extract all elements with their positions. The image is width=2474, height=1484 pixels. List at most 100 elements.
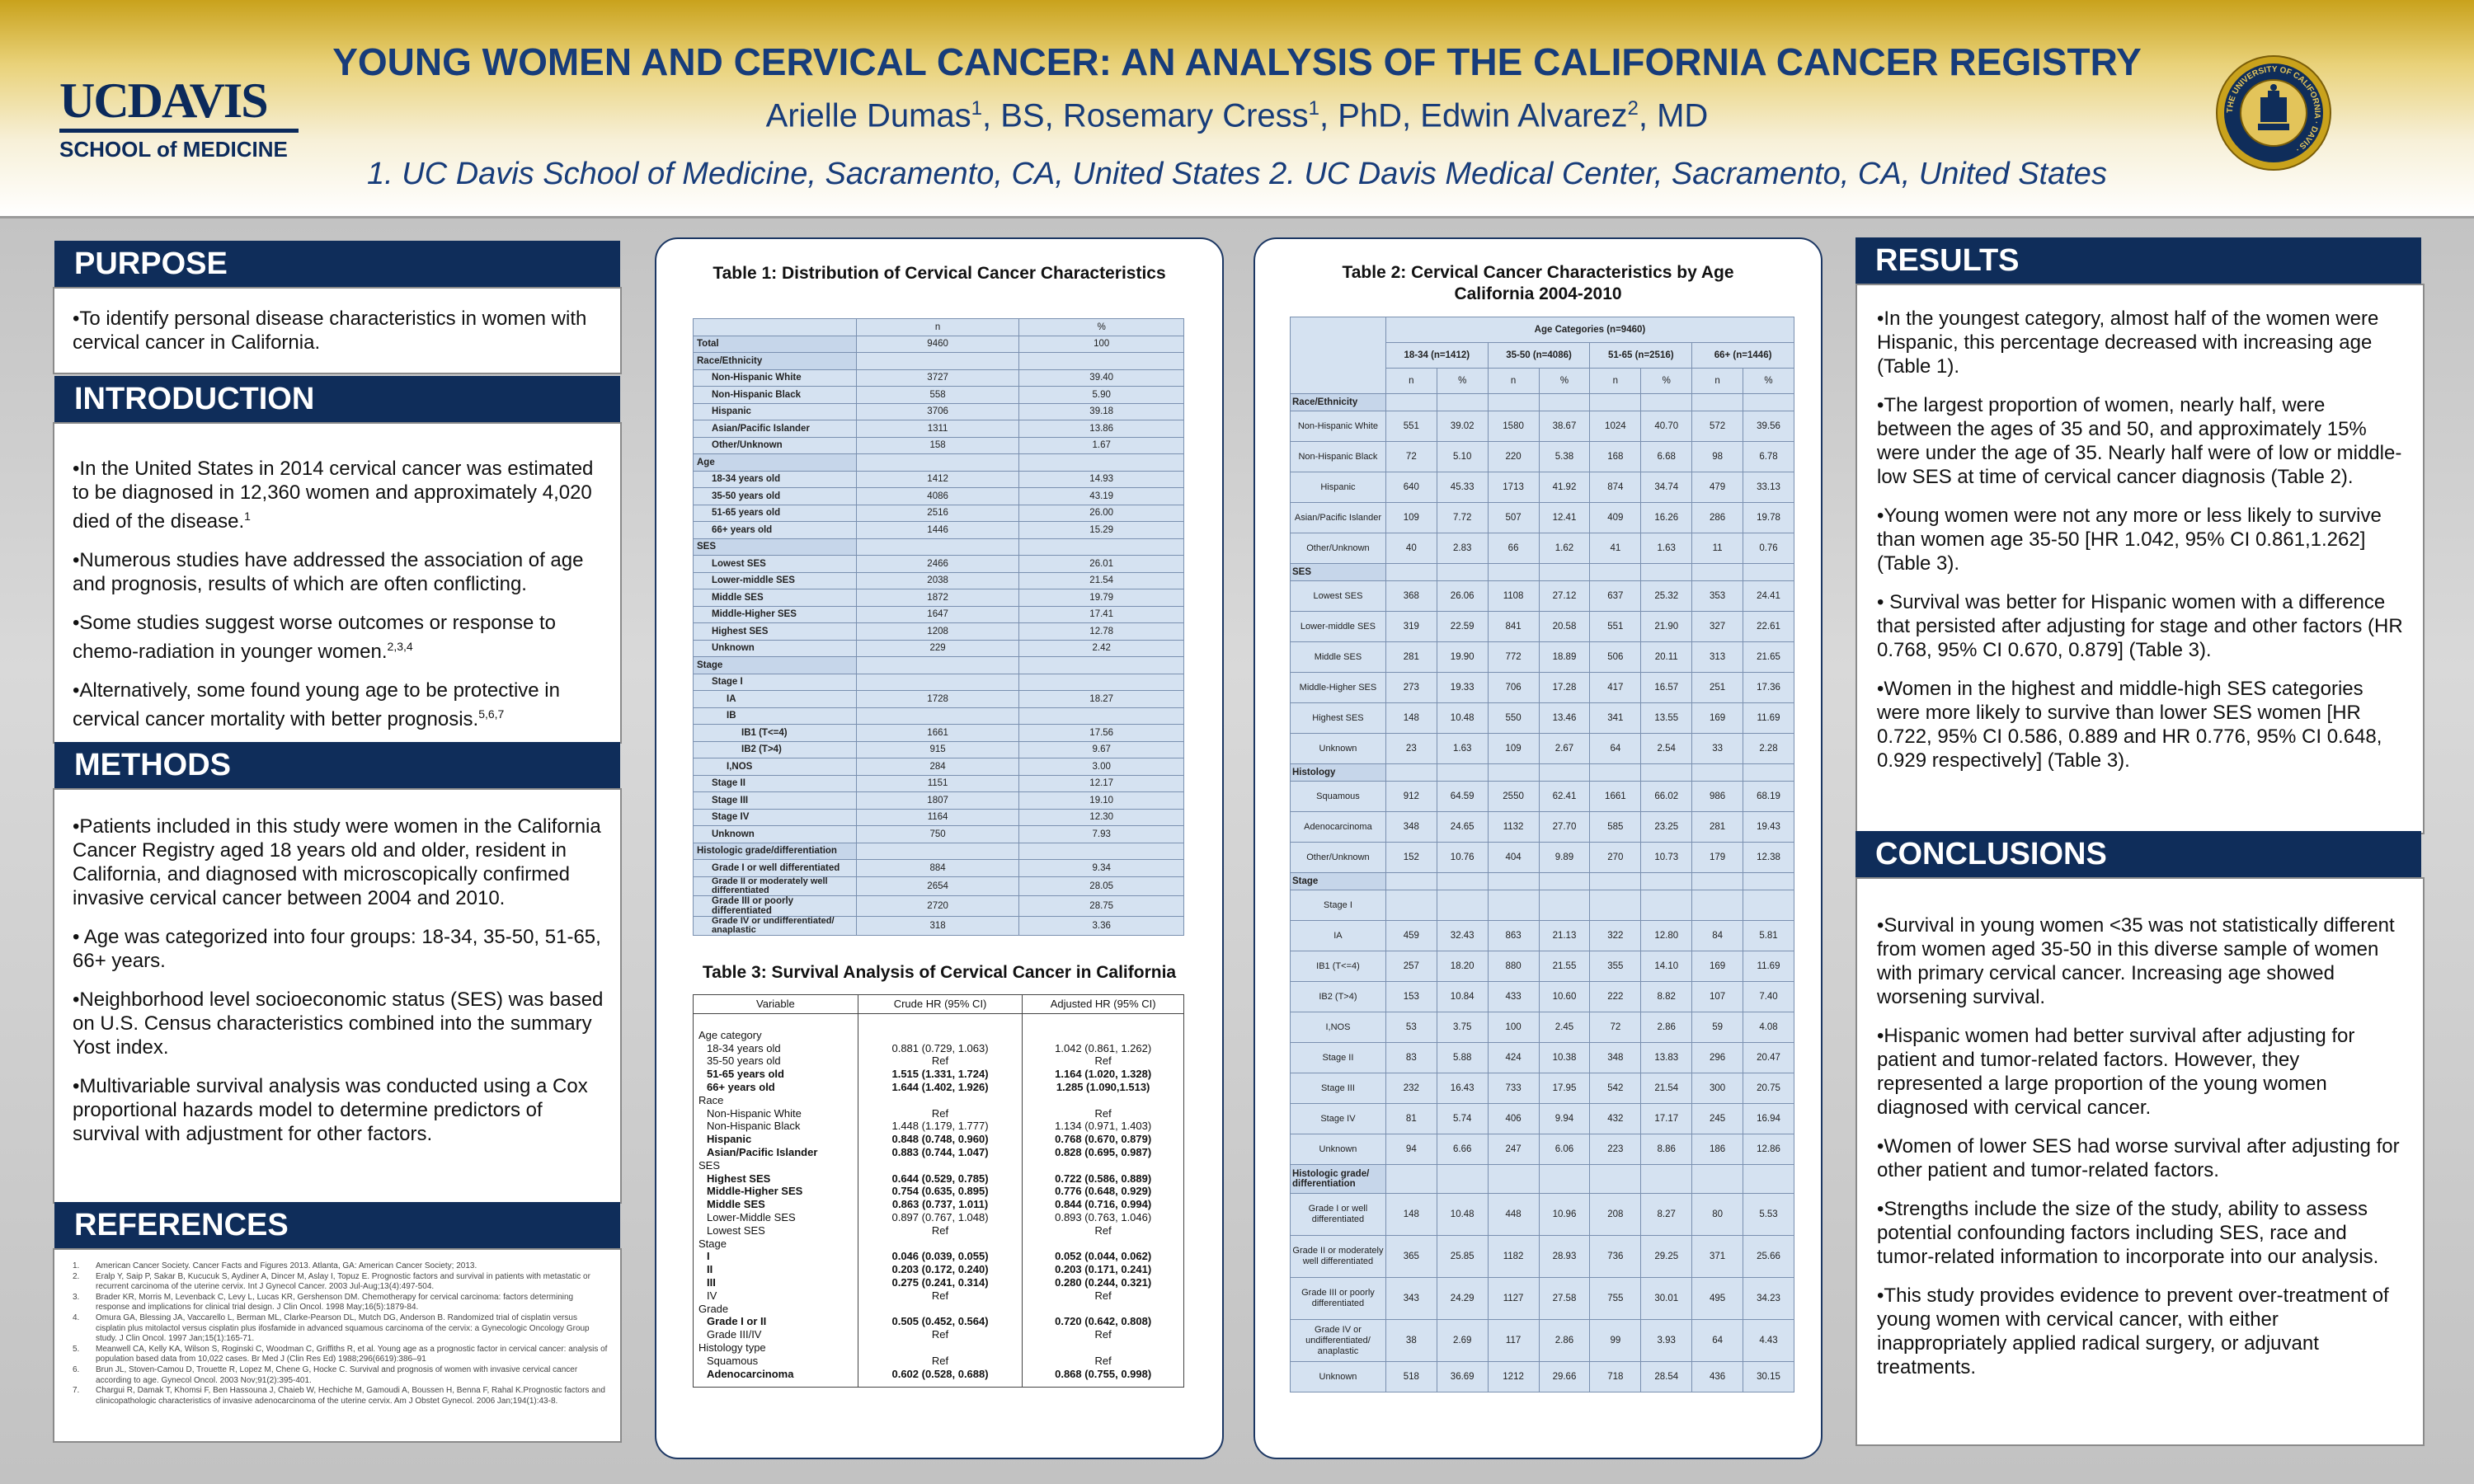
table1-row-label: Hispanic — [693, 402, 857, 420]
table2-cell: 13.55 — [1640, 702, 1693, 734]
table3-adjusted-hr: 0.720 (0.642, 0.808) — [1055, 1315, 1152, 1328]
table3-variable: Histology type — [698, 1341, 766, 1354]
table2-title-line2: California 2004-2010 — [1454, 284, 1622, 303]
table3-adjusted-hr: Ref — [1094, 1106, 1112, 1120]
table1-cell-pct: 26.00 — [1018, 504, 1184, 522]
table2-cell: 3.75 — [1436, 1012, 1489, 1043]
table2-cell: 6.78 — [1743, 441, 1794, 472]
table3-adjusted-hr: 0.868 (0.755, 0.998) — [1055, 1367, 1152, 1380]
table2-empty-cell — [1385, 872, 1437, 890]
table2-age-group-header: 51-65 (n=2516) — [1589, 342, 1693, 369]
table1-cell-pct: 12.17 — [1018, 774, 1184, 792]
conclusions-heading: CONCLUSIONS — [1856, 831, 2421, 877]
table1-row: IB — [693, 707, 1184, 725]
table2-empty-cell — [1538, 1164, 1591, 1194]
table2-cell: 107 — [1691, 981, 1744, 1012]
table3-adjusted-hr: 0.768 (0.670, 0.879) — [1055, 1133, 1152, 1146]
table2-cell: 22.61 — [1743, 611, 1794, 642]
table1-cell-n: 1728 — [855, 690, 1020, 708]
table3-variable: 51-65 years old — [707, 1068, 784, 1081]
table2-cell: 880 — [1487, 951, 1540, 982]
author-name: Rosemary Cress — [1062, 97, 1309, 134]
table2-cell: 433 — [1487, 981, 1540, 1012]
table3-variable: Grade I or II — [707, 1315, 767, 1328]
table2-cell: 1212 — [1487, 1361, 1540, 1392]
table2-cell: 9.94 — [1538, 1103, 1591, 1134]
table2-cell: 12.38 — [1743, 842, 1794, 873]
table2-cell: 1024 — [1589, 411, 1642, 442]
table1-row: Stage II 1151 12.17 — [693, 774, 1184, 792]
table1-row: Age — [693, 453, 1184, 472]
table2-cell: 640 — [1385, 472, 1437, 503]
table2-cell: 257 — [1385, 951, 1437, 982]
table1-cell-n — [855, 707, 1020, 725]
table1-row-label: Asian/Pacific Islander — [693, 420, 857, 438]
table3-adjusted-hr: 0.828 (0.695, 0.987) — [1055, 1145, 1152, 1158]
table2-cell: 72 — [1385, 441, 1437, 472]
table2-cell: 863 — [1487, 920, 1540, 951]
table2-empty-cell — [1589, 563, 1642, 581]
table2-row-label: Asian/Pacific Islander — [1290, 502, 1386, 533]
table1-row: Middle-Higher SES 1647 17.41 — [693, 605, 1184, 623]
logo-rule — [59, 129, 299, 133]
table2-cell: 270 — [1589, 842, 1642, 873]
table3-adjusted-column: 1.042 (0.861, 1.262) Ref 1.164 (1.020, 1.3… — [1022, 1012, 1184, 1388]
table3-adjusted-hr: 0.776 (0.648, 0.929) — [1055, 1185, 1152, 1198]
table2-cell: 27.58 — [1538, 1277, 1591, 1320]
table3-adjusted-hr: Ref — [1094, 1354, 1112, 1367]
table2-cell: 706 — [1487, 672, 1540, 703]
table3-adjusted-hr: 0.722 (0.586, 0.889) — [1055, 1172, 1152, 1185]
table1-cell-pct — [1018, 656, 1184, 674]
table2-empty-cell — [1436, 1164, 1489, 1194]
table2-cell: 353 — [1691, 580, 1744, 612]
table2-cell: 21.65 — [1743, 641, 1794, 673]
table2-cell: 912 — [1385, 781, 1437, 812]
table2-cell: 72 — [1589, 1012, 1642, 1043]
table2: Age Categories (n=9460) 18-34 (n=1412) 35-… — [1290, 317, 1795, 1392]
table3: Variable Crude HR (95% CI) Adjusted HR (… — [693, 994, 1184, 1388]
table2-row-label: Unknown — [1290, 733, 1386, 764]
table1-cell-n: 158 — [855, 436, 1020, 454]
intro-paragraph: •Alternatively, some found young age to … — [73, 679, 609, 731]
reference-item: 2. Eralp Y, Saip P, Sakar B, Kucucuk S, A… — [73, 1272, 609, 1293]
table1-cell-n: 1647 — [855, 605, 1020, 623]
table1-cell-pct — [1018, 453, 1184, 472]
table2-cell: 13.46 — [1538, 702, 1591, 734]
table1-row: Lower-middle SES 2038 21.54 — [693, 571, 1184, 589]
table1-cell-pct: 28.05 — [1018, 876, 1184, 896]
table1-row-label: Middle-Higher SES — [693, 605, 857, 623]
table1-row: 51-65 years old 2516 26.00 — [693, 504, 1184, 522]
table2-cell — [1743, 890, 1794, 921]
tables-1-3-panel: Table 1: Distribution of Cervical Cancer… — [655, 237, 1224, 1459]
table2-cell: 10.96 — [1538, 1193, 1591, 1236]
table2-cell: 841 — [1487, 611, 1540, 642]
table3-header-variable: Variable — [693, 994, 858, 1014]
table2-empty-cell — [1538, 872, 1591, 890]
references-heading: REFERENCES — [54, 1202, 620, 1248]
table2-cell — [1589, 890, 1642, 921]
table1-row: Grade IV or undifferentiated/ anaplastic… — [693, 915, 1184, 936]
table2-row-label: Lower-middle SES — [1290, 611, 1386, 642]
table1-cell-pct: 100 — [1018, 335, 1184, 353]
methods-box: •Patients included in this study were wo… — [53, 788, 622, 1204]
table2-cell: 17.17 — [1640, 1103, 1693, 1134]
table2-cell: 30.15 — [1743, 1361, 1794, 1392]
table1-cell-pct: 18.27 — [1018, 690, 1184, 708]
table2-row-label: Grade II or moderately well differentiat… — [1290, 1235, 1386, 1278]
table1-row: IB1 (T<=4) 1661 17.56 — [693, 724, 1184, 742]
table2-cell — [1691, 890, 1744, 921]
table2-cell: 448 — [1487, 1193, 1540, 1236]
table2-cell: 40.70 — [1640, 411, 1693, 442]
table2-cell: 30.01 — [1640, 1277, 1693, 1320]
table1-cell-n: 2516 — [855, 504, 1020, 522]
table2-cell: 2.28 — [1743, 733, 1794, 764]
reference-number: 3. — [73, 1292, 80, 1302]
table1-cell-pct: 3.36 — [1018, 915, 1184, 936]
table2-cell: 27.12 — [1538, 580, 1591, 612]
citation-mark: 1 — [244, 510, 251, 523]
table2-cell: 1.63 — [1436, 733, 1489, 764]
table2-cell: 21.90 — [1640, 611, 1693, 642]
table2-body: Age Categories (n=9460) 18-34 (n=1412) 35-… — [1290, 317, 1795, 1392]
table2-cell: 148 — [1385, 702, 1437, 734]
table1-cell-n: 1164 — [855, 808, 1020, 826]
